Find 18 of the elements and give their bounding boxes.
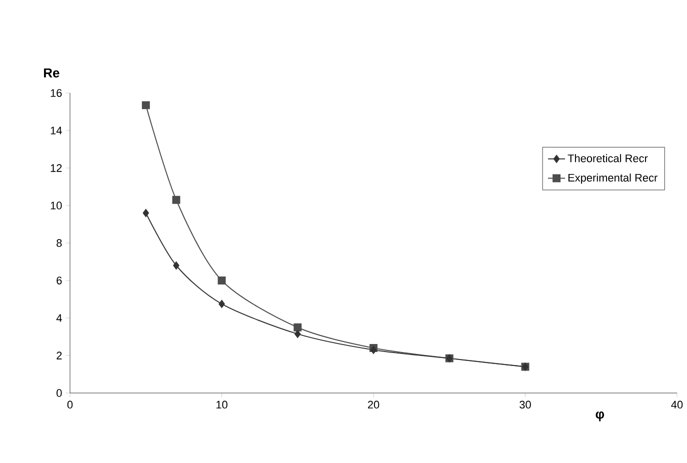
y-tick-label: 2: [56, 352, 62, 360]
x-tick-label: 20: [368, 400, 380, 409]
x-tick-label: 0: [67, 400, 73, 409]
y-tick-label: 0: [56, 389, 62, 397]
y-tick-label: 14: [50, 126, 62, 134]
y-tick-label: 6: [56, 276, 62, 284]
y-axis-title: Re: [44, 68, 60, 78]
y-tick-label: 8: [56, 239, 62, 247]
y-tick-label: 10: [50, 202, 62, 210]
x-axis-title: φ: [596, 412, 604, 422]
y-tick-label: 12: [50, 164, 62, 172]
legend-label: Theoretical Recr: [568, 154, 648, 162]
y-tick-label: 4: [56, 314, 62, 322]
x-tick-label: 10: [216, 400, 228, 409]
x-tick-label: 30: [520, 400, 531, 409]
legend-label: Experimental Recr: [568, 174, 658, 184]
x-tick-label: 40: [671, 400, 683, 409]
y-tick-label: 16: [50, 89, 62, 97]
